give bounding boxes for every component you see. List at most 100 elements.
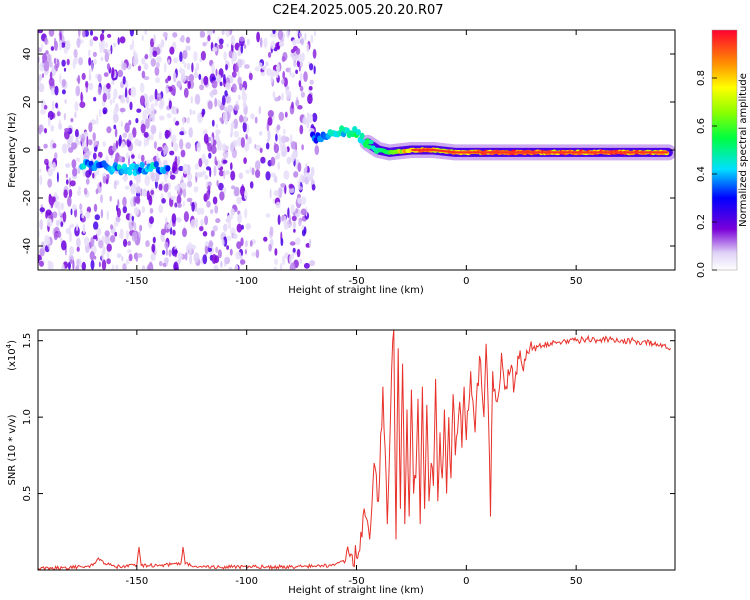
spectrogram-noise-speckle <box>226 245 230 250</box>
snr-panel: -150 -100 -50 0 50 0.5 1.0 1.5 Height of strai… <box>5 329 676 596</box>
spectrogram-noise-speckle <box>277 30 284 40</box>
spectrogram-noise-speckle <box>113 88 118 99</box>
spectrogram-noise-speckle <box>292 221 297 229</box>
spectrogram-noise-speckle <box>244 249 247 255</box>
spectrogram-noise-speckle <box>297 179 301 189</box>
spectrogram-noise-speckle <box>187 242 193 250</box>
spectrogram-noise-speckle <box>283 215 287 227</box>
spectrogram-noise-speckle <box>303 262 310 269</box>
spectrogram-noise-speckle <box>208 152 212 159</box>
spectrogram-noise-speckle <box>125 96 130 104</box>
spectrogram-noise-speckle <box>229 248 233 256</box>
spectrogram-noise-speckle <box>298 65 301 72</box>
spectrogram-noise-speckle <box>101 259 107 270</box>
spectrogram-noise-speckle <box>231 83 237 93</box>
spectrogram-noise-speckle <box>206 189 210 200</box>
spectrogram-noise-speckle <box>76 37 81 49</box>
spectrogram-noise-speckle <box>124 185 130 190</box>
spectrogram-noise-speckle <box>266 68 272 77</box>
spectrogram-noise-speckle <box>64 127 70 133</box>
spectrogram-noise-speckle <box>143 131 149 138</box>
spectrogram-noise-speckle <box>38 83 45 93</box>
spectrogram-noise-speckle <box>227 215 230 221</box>
spectrogram-noise-speckle <box>278 133 282 145</box>
spectrogram-noise-speckle <box>185 36 191 44</box>
spectrogram-noise-speckle <box>212 225 218 232</box>
spectrogram-noise-speckle <box>92 36 99 41</box>
spectrogram-noise-speckle <box>230 208 235 216</box>
spectrogram-noise-speckle <box>279 262 283 270</box>
spectrogram-noise-speckle <box>106 243 112 252</box>
spectrogram-noise-speckle <box>289 241 296 246</box>
spectrogram-noise-speckle <box>303 114 306 125</box>
spectrogram-noise-speckle <box>283 128 286 135</box>
spectrogram-noise-speckle <box>306 43 310 53</box>
spectrogram-noise-speckle <box>273 143 280 154</box>
spectrogram-noise-speckle <box>124 87 128 99</box>
spectrogram-noise-speckle <box>71 133 74 142</box>
spectrogram-noise-speckle <box>216 163 221 169</box>
spectrogram-noise-speckle <box>104 235 110 246</box>
spectrogram-noise-speckle <box>53 57 57 65</box>
spectrogram-noise-speckle <box>82 171 86 177</box>
spectrogram-noise-speckle <box>179 51 183 62</box>
spectrogram-noise-speckle <box>223 74 226 84</box>
spectrogram-noise-layer <box>38 30 320 270</box>
snr-y-ticks: 0.5 1.0 1.5 <box>22 333 675 502</box>
spectrogram-noise-speckle <box>129 212 133 223</box>
spectrogram-noise-speckle <box>109 99 113 106</box>
spectrogram-noise-speckle <box>240 44 244 54</box>
spectrogram-noise-speckle <box>221 30 225 35</box>
spectrogram-noise-speckle <box>207 100 213 110</box>
spectrogram-noise-speckle <box>286 30 291 38</box>
spectrogram-noise-speckle <box>48 77 55 87</box>
spectrogram-noise-speckle <box>292 39 297 46</box>
spectrogram-noise-speckle <box>230 170 236 181</box>
spectrogram-noise-speckle <box>65 40 71 51</box>
spectrogram-noise-speckle <box>243 44 247 49</box>
x-tick-label: -150 <box>125 576 148 587</box>
spectrogram-noise-speckle <box>300 91 305 98</box>
spectrogram-noise-speckle <box>180 35 185 43</box>
spectrogram-noise-speckle <box>310 34 314 44</box>
spectrogram-noise-speckle <box>230 162 233 171</box>
spectrogram-noise-speckle <box>212 47 218 52</box>
spectrogram-noise-speckle <box>106 126 112 134</box>
spectrogram-noise-speckle <box>224 90 228 97</box>
spectrogram-noise-speckle <box>284 184 287 195</box>
spectrogram-noise-speckle <box>197 112 203 120</box>
spectrogram-noise-speckle <box>68 231 73 243</box>
spectrogram-noise-speckle <box>163 144 169 155</box>
spectrogram-noise-speckle <box>44 235 50 245</box>
spectrogram-noise-speckle <box>72 167 78 177</box>
spectrogram-noise-speckle <box>82 223 86 234</box>
snr-scale-label: (x104) <box>5 340 18 371</box>
spectrogram-noise-speckle <box>284 111 288 118</box>
spectrogram-noise-speckle <box>297 197 303 204</box>
spectrogram-noise-speckle <box>265 213 271 218</box>
spectrogram-noise-speckle <box>208 240 214 247</box>
spectrogram-noise-speckle <box>291 72 295 78</box>
spectrogram-noise-speckle <box>153 34 156 44</box>
spectrogram-noise-speckle <box>53 232 58 241</box>
spectrogram-noise-speckle <box>250 113 255 120</box>
spectrogram-noise-speckle <box>68 188 73 198</box>
spectrogram-noise-speckle <box>61 30 64 36</box>
spectrogram-noise-speckle <box>130 183 137 195</box>
spectrogram-noise-speckle <box>269 188 272 199</box>
spectrogram-noise-speckle <box>43 60 50 72</box>
spectrogram-noise-speckle <box>43 104 48 110</box>
spectrogram-noise-speckle <box>76 237 81 248</box>
colorbar-tick-label: 0.4 <box>696 166 707 182</box>
spectrogram-noise-speckle <box>141 70 146 79</box>
spectrogram-noise-speckle <box>295 99 300 107</box>
spectrogram-noise-speckle <box>145 240 150 248</box>
spectrogram-noise-speckle <box>45 50 49 55</box>
spectrogram-noise-speckle <box>263 236 268 242</box>
spectrogram-noise-speckle <box>193 252 200 263</box>
spectrogram-noise-speckle <box>168 100 172 109</box>
spectrogram-noise-speckle <box>265 171 271 181</box>
spectrogram-noise-speckle <box>75 265 80 270</box>
spectrogram-noise-speckle <box>79 101 86 108</box>
spectrogram-noise-speckle <box>218 170 225 177</box>
